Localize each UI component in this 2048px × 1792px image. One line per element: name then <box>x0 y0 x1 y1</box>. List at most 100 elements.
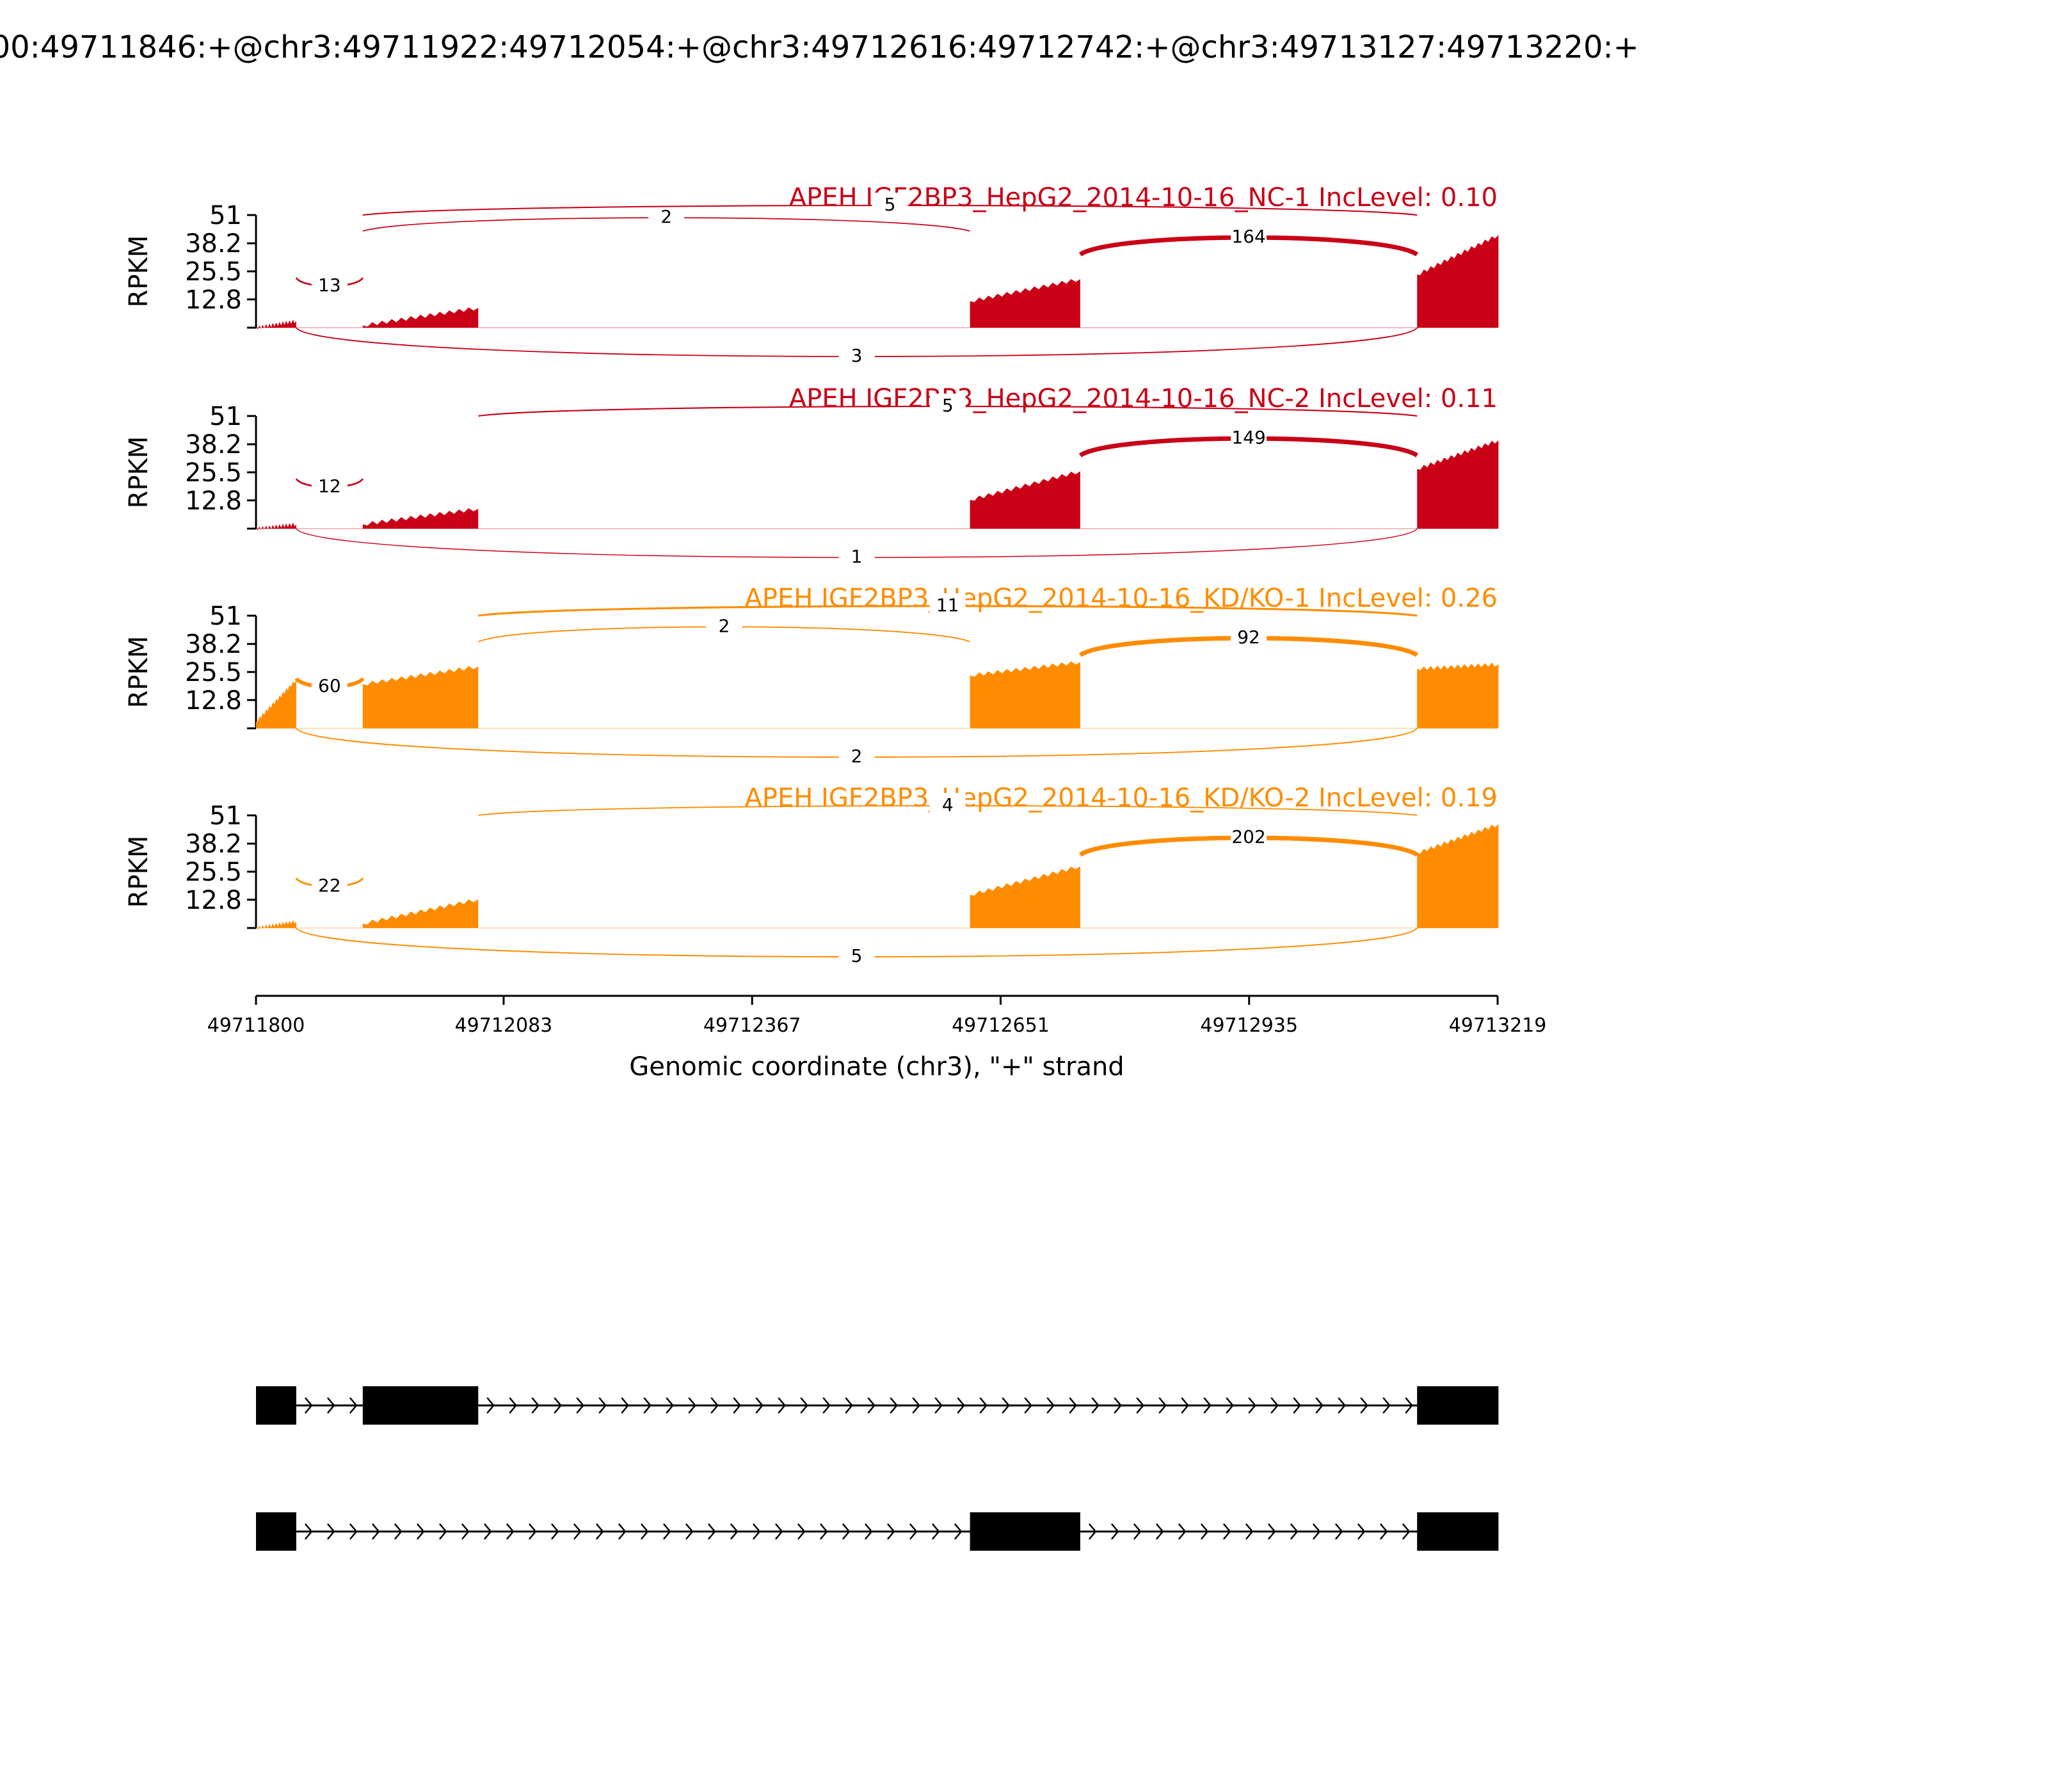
strand-arrow <box>1270 1397 1279 1414</box>
strand-arrow <box>486 1397 495 1414</box>
junction-count-label: 164 <box>1231 226 1265 247</box>
transcript-1 <box>256 1386 1499 1425</box>
coverage-area <box>362 307 479 328</box>
strand-arrow <box>730 1523 739 1540</box>
x-axis-label: Genomic coordinate (chr3), "+" strand <box>629 1052 1124 1082</box>
strand-arrow <box>931 1523 940 1540</box>
junction-count-label: 60 <box>318 675 341 696</box>
strand-arrow <box>979 1397 988 1414</box>
strand-arrow <box>1357 1523 1366 1540</box>
y-tick-label: 12.8 <box>185 486 242 516</box>
y-tick-label: 51 <box>209 602 242 631</box>
strand-arrow <box>326 1523 335 1540</box>
strand-arrow <box>595 1523 604 1540</box>
strand-arrow <box>1267 1523 1276 1540</box>
junction-label-bg <box>1231 625 1267 648</box>
strand-arrow <box>752 1523 761 1540</box>
junction-count-label: 149 <box>1231 427 1265 448</box>
coverage-area <box>256 680 296 728</box>
strand-arrow <box>800 1397 808 1414</box>
junction-label-bg <box>311 874 348 896</box>
x-tick-label: 49711800 <box>207 1014 305 1037</box>
strand-arrow <box>662 1523 671 1540</box>
strand-arrow <box>1024 1397 1032 1414</box>
strand-arrow <box>886 1523 895 1540</box>
strand-arrow <box>304 1523 313 1540</box>
strand-arrow <box>1360 1397 1368 1414</box>
strand-arrow <box>1405 1397 1413 1414</box>
y-tick-label: 12.8 <box>185 686 242 716</box>
strand-arrow <box>778 1397 786 1414</box>
strand-arrow <box>1091 1397 1100 1414</box>
y-tick-label: 38.2 <box>185 829 242 859</box>
junction-count-label: 2 <box>851 746 863 767</box>
junction-count-label: 92 <box>1237 627 1260 648</box>
strand-arrow <box>326 1397 335 1414</box>
strand-arrow <box>710 1397 719 1414</box>
y-tick-label: 51 <box>209 801 242 831</box>
junction-label-bg <box>648 205 685 227</box>
strand-arrow <box>1200 1523 1209 1540</box>
junction-count-label: 4 <box>942 794 954 815</box>
coverage-area <box>1417 235 1499 328</box>
junction-label-bg <box>929 394 966 415</box>
junction-count-label: 3 <box>851 345 863 366</box>
strand-arrow <box>1046 1397 1055 1414</box>
junction-label-bg <box>838 545 875 566</box>
coverage-area <box>970 866 1080 928</box>
junction-count-label: 11 <box>936 595 959 616</box>
junction-label-bg <box>311 273 348 296</box>
transcript-2 <box>256 1512 1499 1551</box>
strand-arrow <box>349 1397 358 1414</box>
exon-block <box>256 1386 296 1425</box>
x-tick-label: 49712367 <box>703 1014 801 1037</box>
strand-arrow <box>954 1523 963 1540</box>
y-axis-label: RPKM <box>124 636 154 708</box>
coverage-area <box>970 661 1080 728</box>
strand-arrow <box>688 1397 696 1414</box>
x-tick-label: 49712651 <box>952 1014 1050 1037</box>
strand-arrow <box>1312 1523 1321 1540</box>
strand-arrow <box>1136 1397 1144 1414</box>
x-axis: 49711800 49712083 49712367 49712651 49712935… <box>207 995 1546 1082</box>
coverage-area <box>256 319 296 330</box>
strand-arrow <box>483 1523 492 1540</box>
y-axis-label: RPKM <box>124 236 154 308</box>
junction-label-bg <box>838 744 875 766</box>
coverage-area <box>362 508 479 529</box>
junction-count-label: 13 <box>318 275 341 296</box>
strand-arrow <box>621 1397 629 1414</box>
strand-arrow <box>822 1397 831 1414</box>
strand-arrow <box>1334 1523 1343 1540</box>
junction-label-bg <box>929 593 966 615</box>
strand-arrow <box>1069 1397 1077 1414</box>
coverage-area <box>1417 824 1499 928</box>
strand-arrow <box>371 1523 380 1540</box>
strand-arrow <box>1178 1523 1187 1540</box>
strand-arrow <box>1155 1523 1164 1540</box>
strand-arrow <box>554 1397 562 1414</box>
strand-arrow <box>1181 1397 1189 1414</box>
gene-models <box>256 1386 1499 1551</box>
junction-label-bg <box>838 944 875 966</box>
strand-arrow <box>774 1523 783 1540</box>
junction-count-label: 2 <box>719 615 730 636</box>
coverage-area <box>970 278 1080 328</box>
junction-count-label: 12 <box>318 476 341 497</box>
y-tick-label: 38.2 <box>185 430 242 460</box>
strand-arrow <box>1248 1397 1256 1414</box>
strand-arrow <box>1110 1523 1119 1540</box>
panel-title: APEH IGF2BP3_HepG2_2014-10-16_KD/KO-2 In… <box>744 783 1498 813</box>
strand-arrow <box>528 1523 537 1540</box>
strand-arrow <box>1088 1523 1097 1540</box>
y-tick-label: 12.8 <box>185 886 242 915</box>
strand-arrow <box>864 1523 873 1540</box>
junction-label-bg <box>838 344 875 365</box>
y-tick-label: 38.2 <box>185 229 242 259</box>
strand-arrow <box>509 1397 517 1414</box>
